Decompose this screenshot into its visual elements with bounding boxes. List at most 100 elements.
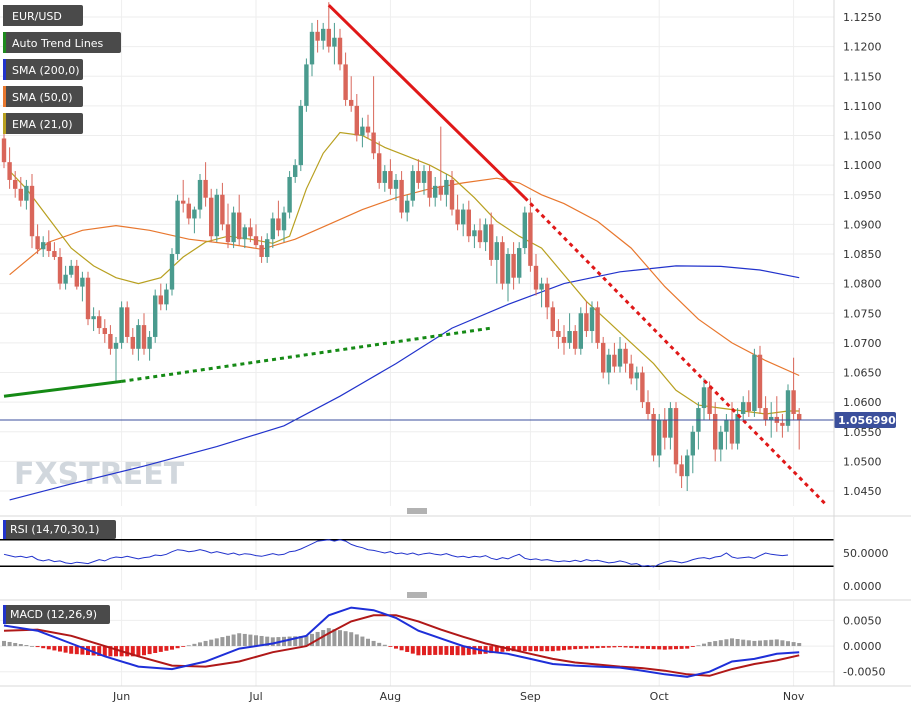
candle [410, 165, 415, 207]
candle [791, 357, 796, 420]
candle [399, 171, 404, 219]
x-tick-label: Nov [783, 690, 805, 703]
macd-histogram-bar [662, 646, 667, 650]
macd-histogram-bar [741, 639, 746, 647]
macd-histogram-bar [97, 646, 102, 656]
candle [97, 310, 102, 334]
candle [455, 194, 460, 231]
x-axis: Jun Jul Aug Sep Oct Nov [112, 690, 805, 703]
macd-histogram-bar [332, 629, 337, 647]
panel-splitter-1[interactable] [407, 508, 427, 514]
macd-histogram-bar [618, 646, 622, 648]
candle [377, 141, 382, 189]
candle [645, 390, 651, 420]
macd-histogram-bar [125, 646, 130, 657]
candle [270, 212, 275, 249]
macd-histogram-bar [573, 646, 578, 650]
macd-histogram-bar [444, 646, 449, 655]
macd-histogram-bar [114, 646, 118, 657]
candle [500, 236, 505, 290]
candle [220, 182, 225, 231]
price-tick-label: 1.1100 [843, 100, 882, 113]
macd-histogram-bar [371, 640, 376, 647]
price-tick-label: 1.1250 [843, 11, 882, 24]
candle [662, 408, 667, 450]
candle [528, 197, 533, 272]
candle [640, 366, 645, 409]
candle [533, 254, 539, 296]
macd-histogram-bar [657, 646, 662, 650]
rsi-y-axis: 50.0000 0.0000 [843, 547, 889, 593]
macd-histogram-bar [91, 646, 96, 656]
price-y-axis: 1.1250 1.1200 1.1150 1.1100 1.1050 1.1000 1.09… [843, 11, 882, 498]
legend-item[interactable]: SMA (50,0) [3, 86, 83, 107]
candle [91, 307, 96, 332]
candlesticks [1, 2, 802, 491]
candle [763, 396, 768, 426]
current-price-label: 1.056990 [838, 414, 896, 427]
macd-histogram-bar [270, 637, 275, 647]
macd-histogram-bar [237, 633, 242, 647]
candle [511, 242, 516, 290]
macd-histogram-bar [41, 646, 46, 649]
candle [606, 348, 611, 385]
candle [785, 384, 791, 432]
candle [287, 171, 292, 219]
macd-histogram-bar [265, 636, 270, 647]
candle [197, 174, 203, 219]
macd-histogram-bar [30, 646, 34, 647]
macd-histogram-bar [58, 646, 62, 652]
candle [125, 301, 130, 343]
candle [668, 402, 673, 450]
candle [24, 179, 29, 210]
candle [46, 230, 51, 257]
macd-histogram-bar [388, 646, 393, 647]
macd-line [3, 606, 800, 678]
legend-item[interactable]: EUR/USD [3, 5, 83, 26]
rsi-grid [121, 516, 795, 590]
macd-histogram-bar [730, 638, 734, 647]
macd-histogram-bar [511, 646, 516, 652]
macd-histogram-bar [24, 645, 29, 647]
macd-histogram-bar [130, 646, 135, 657]
candle [539, 277, 544, 308]
candle [595, 301, 600, 349]
macd-histogram-bar [326, 628, 331, 647]
macd-histogram-bar [746, 640, 751, 647]
macd-histogram-bar [550, 646, 555, 652]
legend-item[interactable]: EMA (21,0) [3, 113, 83, 134]
candle [192, 206, 197, 234]
candle [153, 289, 158, 343]
macd-histogram-bar [707, 641, 712, 647]
panel-splitter-2[interactable] [407, 592, 427, 598]
macd-histogram-bar [629, 646, 634, 648]
trend-line-5 [3, 379, 122, 398]
legend-item[interactable]: SMA (200,0) [3, 59, 83, 80]
macd-histogram-bar [590, 646, 594, 649]
legend-swatch [3, 32, 6, 53]
legend-swatch [3, 86, 6, 107]
candle [393, 174, 399, 201]
macd-histogram-bar [377, 642, 382, 647]
macd-histogram-bar [321, 630, 326, 647]
candle [416, 159, 421, 189]
macd-histogram-bar [310, 633, 314, 647]
candle [713, 402, 718, 462]
macd-histogram-bar [466, 646, 471, 655]
candle [556, 319, 561, 349]
macd-tick-label: 0.0050 [843, 614, 882, 627]
macd-histogram-bar [646, 646, 650, 649]
macd-tick-label: 0.0000 [843, 640, 882, 653]
macd-histogram-bar [181, 646, 186, 647]
macd-histogram-bar [259, 635, 264, 647]
candle [461, 203, 466, 237]
series-line-2 [9, 131, 800, 415]
candle [136, 319, 141, 361]
macd-histogram-bar [422, 646, 426, 656]
candle [7, 147, 12, 189]
macd-histogram-bar [522, 646, 527, 652]
candle [237, 194, 242, 246]
legend-item[interactable]: Auto Trend Lines [3, 32, 121, 53]
macd-histogram-bar [108, 646, 113, 657]
macd-histogram-bar [214, 638, 219, 647]
